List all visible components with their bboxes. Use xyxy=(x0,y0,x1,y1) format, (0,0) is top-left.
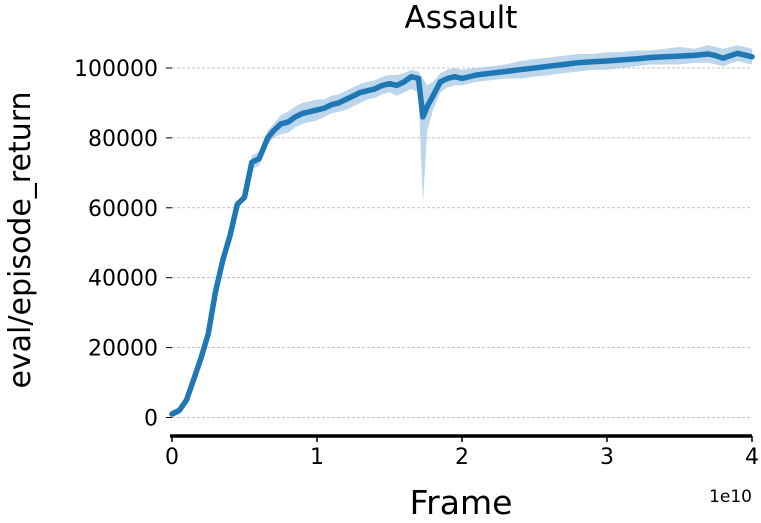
axes xyxy=(166,67,753,442)
x-tick-label: 0 xyxy=(165,445,179,470)
y-tick-label: 80000 xyxy=(88,127,158,152)
series-line xyxy=(169,50,755,417)
x-axis-label: Frame xyxy=(410,483,513,522)
x-tick-label: 4 xyxy=(745,445,759,470)
x-tick-label: 2 xyxy=(455,445,469,470)
x-axis-offset-label: 1e10 xyxy=(709,487,752,507)
confidence-band xyxy=(172,45,752,418)
y-tick-label: 0 xyxy=(144,407,158,432)
series-line-layer xyxy=(169,50,755,417)
x-tick-label: 3 xyxy=(600,445,614,470)
chart-title: Assault xyxy=(405,0,518,36)
y-tick-label: 40000 xyxy=(88,267,158,292)
y-axis-label: eval/episode_return xyxy=(3,91,38,388)
tick-labels: 0 20000 40000 60000 80000 100000 0 1 2 3 4 xyxy=(74,57,759,470)
confidence-band-layer xyxy=(172,45,752,418)
gridlines xyxy=(172,67,752,418)
x-tick-label: 1 xyxy=(310,445,324,470)
y-tick-label: 60000 xyxy=(88,197,158,222)
y-tick-label: 100000 xyxy=(74,57,158,82)
y-tick-label: 20000 xyxy=(88,337,158,362)
